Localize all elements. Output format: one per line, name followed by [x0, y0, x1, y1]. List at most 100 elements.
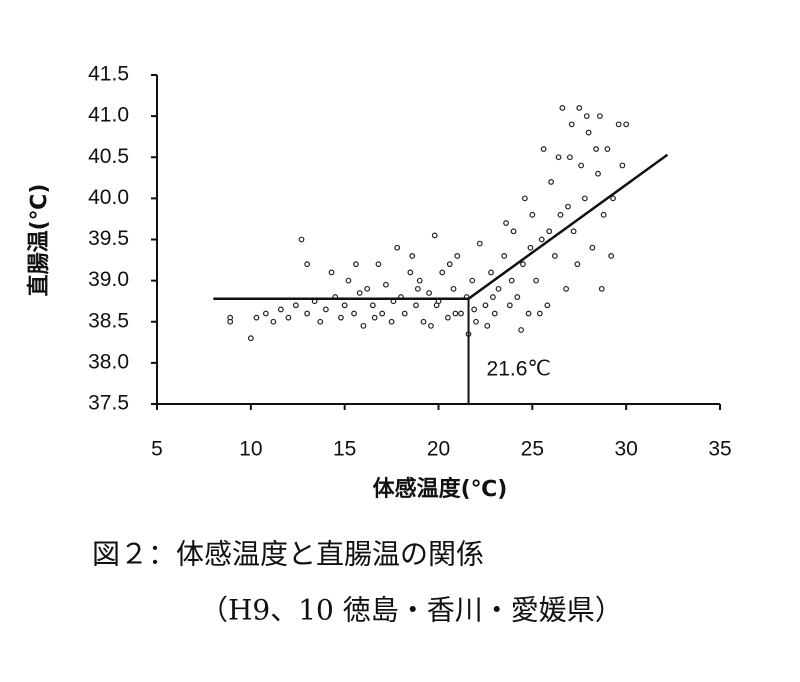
point	[529, 211, 536, 218]
point	[604, 146, 611, 152]
point	[247, 335, 254, 342]
point	[262, 310, 269, 317]
point	[356, 290, 363, 296]
point	[488, 269, 494, 276]
point	[585, 129, 592, 136]
x-tick-label: 25	[521, 438, 544, 461]
point	[298, 236, 305, 243]
threshold-label: 21.6℃	[487, 358, 551, 381]
point	[576, 104, 583, 111]
point	[379, 310, 386, 317]
point	[371, 314, 378, 321]
point	[520, 261, 526, 268]
x-axis-label: 体感温度(℃)	[373, 476, 508, 502]
point	[476, 240, 483, 247]
y-tick-label: 38.5	[88, 309, 129, 332]
point	[510, 228, 517, 235]
x-tick-label: 35	[708, 438, 731, 461]
point	[589, 244, 596, 251]
y-tick-label: 41.0	[88, 104, 129, 127]
point	[546, 228, 553, 235]
y-tick-label: 39.5	[88, 227, 129, 250]
point	[578, 162, 585, 169]
point	[563, 285, 570, 292]
point	[623, 121, 630, 128]
point	[598, 285, 605, 292]
point	[360, 322, 367, 329]
point	[490, 294, 496, 300]
point	[570, 228, 577, 235]
point	[596, 113, 603, 120]
point	[551, 253, 558, 259]
point	[431, 232, 438, 239]
point	[270, 318, 277, 325]
y-axis-label: 直腸温(℃)	[26, 184, 52, 297]
point	[452, 310, 459, 317]
point	[566, 154, 573, 161]
point	[538, 236, 545, 243]
point	[525, 310, 532, 317]
point	[555, 154, 562, 161]
y-tick-label: 38.0	[88, 350, 129, 373]
point	[514, 294, 521, 300]
point	[540, 146, 547, 152]
point	[473, 318, 479, 325]
point	[383, 281, 389, 288]
point	[450, 285, 457, 292]
point	[388, 318, 395, 325]
x-tick-label: 20	[427, 438, 450, 461]
point	[557, 211, 564, 218]
point	[304, 261, 311, 268]
point	[484, 322, 491, 329]
point	[495, 285, 502, 292]
point	[503, 220, 509, 226]
point	[394, 244, 401, 251]
point	[420, 318, 427, 325]
point	[351, 310, 357, 317]
point	[583, 113, 590, 120]
point	[426, 290, 433, 296]
point	[227, 318, 234, 325]
point	[292, 302, 299, 309]
fit-line	[213, 153, 669, 300]
point	[407, 269, 414, 276]
point	[416, 277, 423, 284]
x-tick-label: 5	[151, 438, 163, 461]
point	[533, 277, 539, 284]
point	[353, 261, 359, 268]
point	[595, 170, 601, 177]
point	[414, 285, 421, 292]
point	[574, 261, 581, 268]
point	[469, 277, 476, 284]
point	[253, 314, 260, 321]
point	[608, 253, 615, 259]
point	[277, 306, 284, 313]
point	[369, 302, 376, 309]
point	[341, 302, 348, 309]
point	[345, 277, 352, 284]
point	[375, 261, 382, 268]
point	[491, 310, 498, 317]
point	[527, 244, 534, 251]
point	[317, 318, 324, 325]
point	[401, 310, 408, 317]
point	[521, 195, 528, 202]
point	[593, 146, 600, 152]
point	[328, 269, 335, 276]
point	[444, 314, 451, 321]
y-tick-label: 37.5	[88, 392, 129, 415]
point	[433, 302, 440, 309]
point	[409, 253, 416, 259]
point	[413, 302, 419, 309]
y-tick-label: 39.0	[88, 268, 129, 291]
point	[506, 302, 513, 309]
point	[536, 310, 543, 317]
y-tick-label: 41.5	[88, 63, 129, 86]
point	[471, 306, 478, 313]
point	[338, 314, 344, 321]
point	[518, 327, 524, 333]
point	[501, 253, 508, 259]
point	[364, 285, 371, 292]
